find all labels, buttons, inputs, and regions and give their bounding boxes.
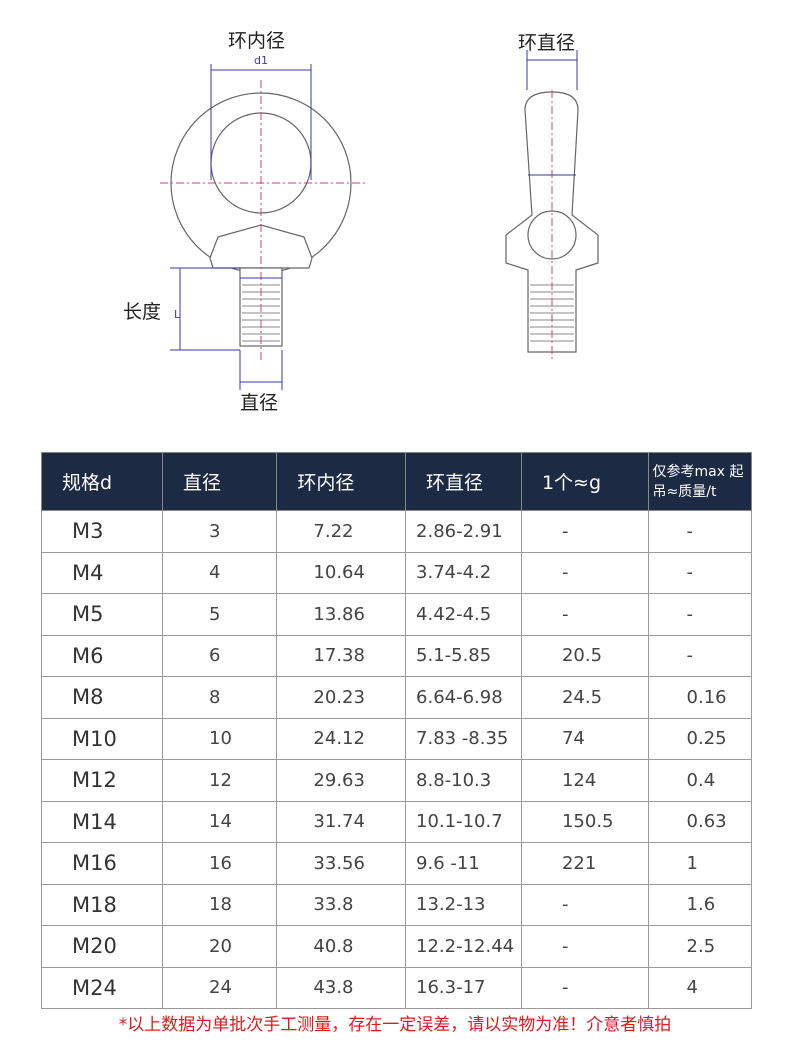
disclaimer-note: *以上数据为单批次手工测量，存在一定误差，请以实物为准！介意者慎拍 — [118, 1015, 672, 1035]
column-header: 环直径 — [405, 452, 522, 511]
table-cell: - — [520, 593, 649, 636]
table-cell: - — [647, 510, 753, 553]
table-cell: 24.12 — [276, 717, 407, 760]
eye-bolt-drawing: d1 L — [160, 50, 599, 390]
table-cell: M14 — [40, 800, 164, 843]
column-header: 环内径 — [276, 452, 407, 511]
table-cell: 0.25 — [647, 717, 753, 760]
table-cell: 4 — [162, 551, 278, 594]
table-cell: 4.42-4.5 — [405, 593, 522, 636]
length-label: 长度 — [123, 301, 162, 323]
table-cell: 7.83 -8.35 — [405, 717, 522, 760]
table-cell: 20.5 — [520, 634, 649, 677]
table-cell: M20 — [40, 925, 164, 968]
table-cell: 0.4 — [647, 759, 753, 802]
table-cell: - — [520, 925, 649, 968]
table-cell: 10 — [162, 717, 278, 760]
table-cell: 2.86-2.91 — [405, 510, 522, 553]
table-cell: 8 — [162, 676, 278, 719]
table-cell: M24 — [40, 966, 164, 1009]
table-row: M6 6 17.38 5.1-5.85 20.5- — [40, 634, 753, 677]
inner-ring-label: 环内径 — [228, 30, 286, 52]
table-cell: 8.8-10.3 — [405, 759, 522, 802]
table-row: M20 20 40.8 12.2-12.44-2.5 — [40, 925, 753, 968]
table-cell: 0.63 — [647, 800, 753, 843]
table-row: M4 4 10.64 3.74-4.2- - — [40, 551, 753, 594]
table-cell: 7.22 — [276, 510, 407, 553]
table-cell: - — [647, 634, 753, 677]
table-cell: 33.8 — [276, 883, 407, 926]
table-cell: 12 — [162, 759, 278, 802]
table-cell: 6 — [162, 634, 278, 677]
table-cell: 33.56 — [276, 842, 407, 885]
table-cell: 2.5 — [647, 925, 753, 968]
column-header: 仅参考max 起吊≈质量/t — [647, 452, 753, 511]
table-cell: 10.1-10.7 — [405, 800, 522, 843]
table-cell: 6.64-6.98 — [405, 676, 522, 719]
table-cell: 20 — [162, 925, 278, 968]
table-cell: 74 — [520, 717, 649, 760]
table-row: M12 12 29.63 8.8-10.3 124 0.4 — [40, 759, 753, 802]
table-cell: - — [520, 510, 649, 553]
table-cell: 43.8 — [276, 966, 407, 1009]
table-cell: 40.8 — [276, 925, 407, 968]
table-row: M24 24 43.8 16.3-17-4 — [40, 966, 753, 1009]
table-cell: 4 — [647, 966, 753, 1009]
column-header: 直径 — [162, 452, 278, 511]
table-row: M18 18 33.8 13.2-13-1.6 — [40, 883, 753, 926]
table-cell: M18 — [40, 883, 164, 926]
d1-label: d1 — [254, 54, 268, 67]
table-row: M16 16 33.56 9.6 -11 221 1 — [40, 842, 753, 885]
table-cell: 12.2-12.44 — [405, 925, 522, 968]
table-cell: 16 — [162, 842, 278, 885]
table-row: M14 14 31.74 10.1-10.7 150.5 0.63 — [40, 800, 753, 843]
table-cell: 124 — [520, 759, 649, 802]
table-cell: 18 — [162, 883, 278, 926]
table-cell: 10.64 — [276, 551, 407, 594]
table-cell: 3.74-4.2 — [405, 551, 522, 594]
table-row: M3 3 7.22 2.86-2.91- - — [40, 510, 753, 553]
column-header: 1个≈g — [520, 452, 649, 511]
table-cell: 16.3-17 — [405, 966, 522, 1009]
table-cell: 1.6 — [647, 883, 753, 926]
l-label: L — [174, 308, 181, 321]
table-cell: 5 — [162, 593, 278, 636]
table-row: M5 5 13.86 4.42-4.5- - — [40, 593, 753, 636]
table-cell: M16 — [40, 842, 164, 885]
table-cell: 0.16 — [647, 676, 753, 719]
table-cell: M5 — [40, 593, 164, 636]
table-cell: 1 — [647, 842, 753, 885]
table-cell: M8 — [40, 676, 164, 719]
ring-diameter-label: 环直径 — [518, 32, 576, 54]
table-row: M8 8 20.23 6.64-6.98 24.5 0.16 — [40, 676, 753, 719]
table-cell: 29.63 — [276, 759, 407, 802]
table-cell: - — [520, 883, 649, 926]
table-cell: M12 — [40, 759, 164, 802]
table-cell: 221 — [520, 842, 649, 885]
table-cell: 24 — [162, 966, 278, 1009]
table-cell: M3 — [40, 510, 164, 553]
table-row: M10 10 24.12 7.83 -8.35 74 0.25 — [40, 717, 753, 760]
table-cell: - — [647, 593, 753, 636]
table-cell: M4 — [40, 551, 164, 594]
table-cell: 13.86 — [276, 593, 407, 636]
table-cell: 150.5 — [520, 800, 649, 843]
table-cell: 24.5 — [520, 676, 649, 719]
diameter-label: 直径 — [240, 392, 279, 414]
spec-table: 规格d 直径 环内径 环直径 1个≈g 仅参考max 起吊≈质量/t M3 3 7.22 2.8… — [40, 452, 753, 1009]
table-cell: M6 — [40, 634, 164, 677]
table-cell: 3 — [162, 510, 278, 553]
table-cell: 20.23 — [276, 676, 407, 719]
table-cell: 31.74 — [276, 800, 407, 843]
table-cell: 17.38 — [276, 634, 407, 677]
table-cell: - — [520, 966, 649, 1009]
table-cell: - — [520, 551, 649, 594]
table-cell: 14 — [162, 800, 278, 843]
table-cell: 13.2-13 — [405, 883, 522, 926]
column-header: 规格d — [40, 452, 164, 511]
table-cell: 9.6 -11 — [405, 842, 522, 885]
table-cell: 5.1-5.85 — [405, 634, 522, 677]
table-cell: M10 — [40, 717, 164, 760]
table-cell: - — [647, 551, 753, 594]
